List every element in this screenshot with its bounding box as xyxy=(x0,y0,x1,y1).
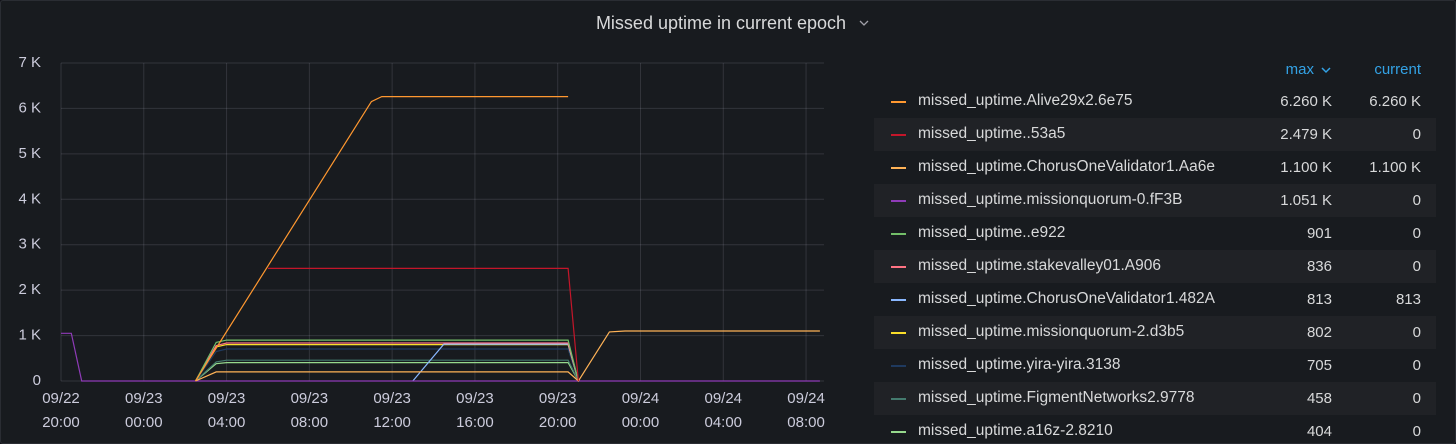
chart-title[interactable]: Missed uptime in current epoch xyxy=(596,13,846,33)
legend-current: 813 xyxy=(1395,291,1421,308)
legend-name[interactable]: missed_uptime.ChorusOneValidator1.482A xyxy=(918,290,1215,307)
x-tick-label: 09/23 04:00 xyxy=(207,390,246,431)
legend-swatch xyxy=(891,134,906,136)
legend-swatch xyxy=(891,200,906,202)
series-line xyxy=(194,96,569,382)
legend-current: 6.260 K xyxy=(1369,93,1421,110)
x-tick-label: 09/23 00:00 xyxy=(125,390,163,431)
legend-max: 901 xyxy=(1306,225,1332,242)
series-line xyxy=(195,330,820,382)
legend-swatch xyxy=(891,101,906,103)
x-tick-label: 09/22 20:00 xyxy=(42,390,80,431)
y-tick-label: 3 K xyxy=(18,236,41,253)
legend-current: 0 xyxy=(1412,390,1421,407)
legend-swatch xyxy=(891,365,906,367)
legend-current: 0 xyxy=(1412,423,1421,440)
x-tick-label: 09/24 00:00 xyxy=(621,390,660,431)
legend-swatch xyxy=(891,167,906,169)
legend-name[interactable]: missed_uptime.missionquorum-0.fF3B xyxy=(918,191,1183,208)
y-tick-label: 0 xyxy=(33,372,41,389)
legend-max: 836 xyxy=(1306,258,1332,275)
x-tick-label: 09/23 16:00 xyxy=(456,390,494,431)
legend-column-header[interactable]: max xyxy=(1285,61,1314,78)
legend-row[interactable] xyxy=(874,118,1436,151)
legend-swatch xyxy=(891,431,906,433)
legend-name[interactable]: missed_uptime..e922 xyxy=(918,224,1066,241)
legend-name[interactable]: missed_uptime.missionquorum-2.d3b5 xyxy=(918,323,1185,340)
legend-max: 2.479 K xyxy=(1280,126,1332,143)
series-line xyxy=(195,362,579,382)
legend-name[interactable]: missed_uptime.ChorusOneValidator1.Aa6e xyxy=(918,158,1215,175)
legend-swatch xyxy=(891,398,906,400)
legend-name[interactable]: missed_uptime.Alive29x2.6e75 xyxy=(918,92,1133,109)
x-tick-label: 09/23 12:00 xyxy=(373,390,411,431)
legend-name[interactable]: missed_uptime.a16z-2.8210 xyxy=(918,422,1113,439)
y-tick-label: 6 K xyxy=(18,99,41,116)
x-tick-label: 09/23 08:00 xyxy=(290,390,329,431)
series-line xyxy=(268,267,579,382)
legend-max: 458 xyxy=(1306,390,1332,407)
x-tick-label: 09/24 08:00 xyxy=(787,390,825,431)
legend-max: 705 xyxy=(1306,357,1332,374)
title-chevron[interactable] xyxy=(859,20,869,26)
legend-current: 1.100 K xyxy=(1369,159,1421,176)
y-tick-label: 5 K xyxy=(18,145,41,162)
series-line xyxy=(195,348,579,382)
legend-max: 6.260 K xyxy=(1280,93,1332,110)
y-tick-label: 1 K xyxy=(18,327,41,344)
series-line xyxy=(194,339,579,382)
legend-current: 0 xyxy=(1412,324,1421,341)
legend-column-header[interactable]: current xyxy=(1374,61,1421,78)
legend-swatch xyxy=(891,266,906,268)
legend-name[interactable]: missed_uptime.FigmentNetworks2.9778 xyxy=(918,389,1195,406)
legend-row[interactable] xyxy=(874,184,1436,217)
legend-name[interactable]: missed_uptime..53a5 xyxy=(918,125,1066,142)
legend-current: 0 xyxy=(1412,357,1421,374)
legend-swatch xyxy=(891,233,906,235)
legend-name[interactable]: missed_uptime.stakevalley01.A906 xyxy=(918,257,1161,274)
y-tick-label: 4 K xyxy=(18,190,41,207)
legend-current: 0 xyxy=(1412,126,1421,143)
legend-name[interactable]: missed_uptime.yira-yira.3138 xyxy=(918,356,1121,373)
legend-max: 802 xyxy=(1306,324,1332,341)
legend-current: 0 xyxy=(1412,258,1421,275)
y-tick-label: 2 K xyxy=(18,281,41,298)
legend-max: 404 xyxy=(1306,423,1332,440)
legend-row[interactable] xyxy=(874,250,1436,283)
x-tick-label: 09/24 04:00 xyxy=(704,390,743,431)
legend-swatch xyxy=(891,299,906,301)
legend-max: 813 xyxy=(1306,291,1332,308)
legend-row[interactable] xyxy=(874,382,1436,415)
series-line xyxy=(195,359,579,382)
legend-max: 1.100 K xyxy=(1280,159,1332,176)
legend-row[interactable] xyxy=(874,316,1436,349)
series-line xyxy=(61,332,820,382)
legend-max: 1.051 K xyxy=(1280,192,1332,209)
sort-chevron[interactable] xyxy=(1321,67,1331,74)
y-tick-label: 7 K xyxy=(18,54,41,71)
legend-current: 0 xyxy=(1412,225,1421,242)
legend-current: 0 xyxy=(1412,192,1421,209)
legend-swatch xyxy=(891,332,906,334)
x-tick-label: 09/23 20:00 xyxy=(538,390,577,431)
